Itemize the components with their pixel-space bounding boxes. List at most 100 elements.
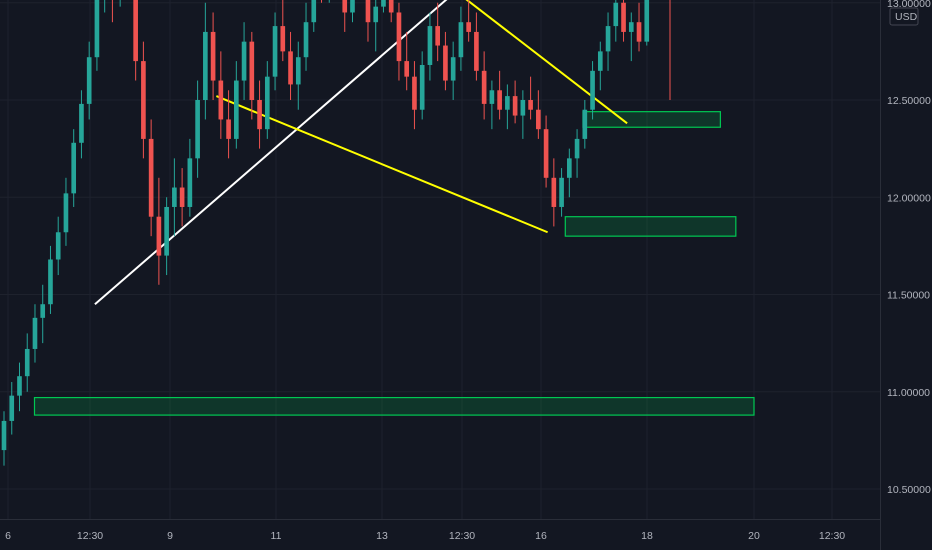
grid <box>0 0 880 519</box>
candle-body <box>613 2 619 27</box>
support-zone[interactable] <box>564 216 737 237</box>
candle-body <box>249 41 255 100</box>
candle-body <box>264 76 270 130</box>
candle-body <box>9 395 15 421</box>
candle-body <box>536 109 541 130</box>
candle-body <box>489 90 495 104</box>
candle-body <box>164 206 169 256</box>
candle-body <box>63 193 69 233</box>
candle-body <box>567 158 572 178</box>
candles <box>1 0 671 466</box>
candle-body <box>373 6 379 23</box>
candle-body <box>528 100 533 110</box>
candle-body <box>1 420 7 451</box>
candle-body <box>156 216 162 256</box>
time-tick-label: 6 <box>5 530 11 542</box>
candle-body <box>280 26 286 52</box>
time-tick-label: 9 <box>167 530 173 542</box>
time-axis[interactable]: 6 12:30 9 11 13 12:30 16 18 20 12:30 <box>5 530 845 542</box>
candle-body <box>636 22 642 42</box>
currency-box[interactable] <box>889 7 919 26</box>
candle-body <box>17 376 22 396</box>
candle-body <box>40 304 46 318</box>
candle-body <box>48 259 53 305</box>
candle-body <box>311 0 317 23</box>
candle-body <box>621 2 626 32</box>
candle-body <box>590 70 595 110</box>
support-zone[interactable] <box>33 396 755 416</box>
candle-body <box>574 138 580 159</box>
candle-body <box>597 51 603 71</box>
candle-body <box>505 96 510 110</box>
candle-body <box>628 22 634 32</box>
candle-body <box>404 61 410 77</box>
candle-body <box>257 100 262 130</box>
time-tick-label: 16 <box>535 530 547 542</box>
candle-body <box>497 90 502 110</box>
price-tick-label: 11.50000 <box>887 290 930 302</box>
candle-body <box>94 0 100 58</box>
candle-body <box>342 0 348 13</box>
candle-body <box>32 317 38 349</box>
time-tick-label: 12:30 <box>819 530 845 542</box>
candle-body <box>443 45 448 81</box>
candle-body <box>412 76 417 110</box>
candle-body <box>148 138 154 217</box>
candle-body <box>272 26 278 77</box>
price-tick-label: 11.00000 <box>887 387 930 399</box>
support-zone[interactable] <box>582 111 721 128</box>
currency-label: USD <box>895 11 918 23</box>
price-axis[interactable]: 10.50000 11.00000 11.50000 12.00000 12.50000… <box>887 0 931 496</box>
candle-body <box>195 100 200 159</box>
candle-body <box>474 31 479 71</box>
time-tick-label: 20 <box>748 530 760 542</box>
candle-body <box>133 0 138 62</box>
candle-body <box>381 0 386 7</box>
candle-body <box>559 177 564 207</box>
candle-body <box>172 187 177 207</box>
candle-body <box>187 158 193 207</box>
candle-body <box>79 103 84 143</box>
candle-body <box>543 129 549 178</box>
candle-body <box>86 57 92 104</box>
candle-body <box>388 0 394 13</box>
candle-body <box>141 61 146 139</box>
price-tick-label: 13.00000 <box>887 0 931 10</box>
candle-body <box>218 80 224 120</box>
candle-body <box>512 96 518 116</box>
candle-body <box>288 51 293 85</box>
price-tick-label: 12.50000 <box>887 95 931 107</box>
time-tick-label: 18 <box>641 530 653 542</box>
candle-body <box>644 0 650 42</box>
candle-body <box>419 64 425 110</box>
candle-body <box>520 100 526 116</box>
candle-body <box>435 26 440 46</box>
candle-body <box>241 41 247 81</box>
candle-body <box>24 348 30 377</box>
trend-line[interactable] <box>344 0 628 125</box>
time-tick-label: 13 <box>376 530 388 542</box>
candle-body <box>396 12 402 62</box>
candle-body <box>481 70 487 104</box>
trend-line[interactable] <box>215 95 549 234</box>
candle-body <box>295 57 301 85</box>
price-tick-label: 10.50000 <box>887 484 931 496</box>
time-tick-label: 12:30 <box>77 530 103 542</box>
drawing-layer[interactable] <box>33 0 755 416</box>
time-tick-label: 11 <box>271 530 282 542</box>
candle-body <box>582 109 588 139</box>
candle-body <box>303 22 309 58</box>
candle-body <box>234 80 239 139</box>
candle-body <box>466 22 471 32</box>
candle-body <box>55 232 61 260</box>
candle-body <box>458 22 464 58</box>
candle-body <box>450 57 456 81</box>
candle-body <box>226 119 231 139</box>
time-tick-label: 12:30 <box>449 530 475 542</box>
price-tick-label: 12.00000 <box>887 192 931 204</box>
candle-body <box>350 0 355 13</box>
candle-body <box>427 26 433 65</box>
candle-body <box>179 187 185 207</box>
